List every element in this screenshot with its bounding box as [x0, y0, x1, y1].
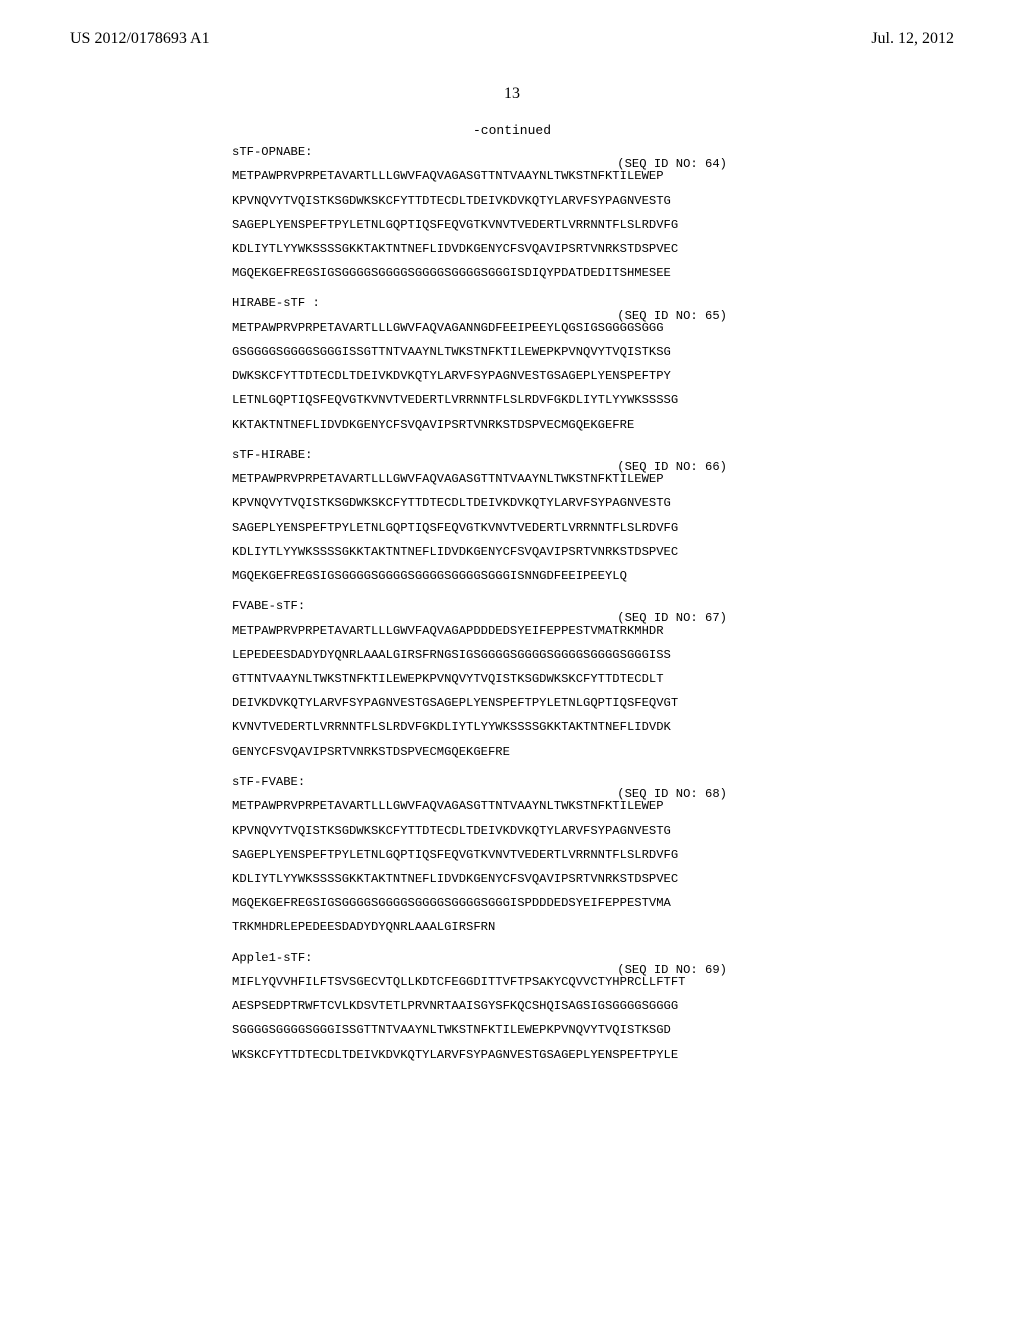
sequence-line: SAGEPLYENSPEFTPYLETNLGQPTIQSFEQVGTKVNVTV…: [232, 522, 792, 534]
gap: [232, 510, 792, 522]
sequence-line: DEIVKDVKQTYLARVFSYPAGNVESTGSAGEPLYENSPEF…: [232, 697, 792, 709]
gap: [232, 1061, 792, 1073]
sequence-line: METPAWPRVPRPETAVARTLLLGWVFAQVAGASGTTNTVA…: [232, 473, 792, 485]
sequence-line: METPAWPRVPRPETAVARTLLLGWVFAQVAGAPDDDEDSY…: [232, 625, 792, 637]
sequence-id: (SEQ ID NO: 65): [232, 310, 792, 322]
sequence-line: KPVNQVYTVQISTKSGDWKSKCFYTTDTECDLTDEIVKDV…: [232, 825, 792, 837]
sequence-line: KPVNQVYTVQISTKSGDWKSKCFYTTDTECDLTDEIVKDV…: [232, 497, 792, 509]
gap: [232, 407, 792, 419]
sequence-line: DWKSKCFYTTDTECDLTDEIVKDVKQTYLARVFSYPAGNV…: [232, 370, 792, 382]
sequence-line: GENYCFSVQAVIPSRTVNRKSTDSPVECMGQEKGEFRE: [232, 746, 792, 758]
sequence-line: KDLIYTLYYWKSSSSGKKTAKTNTNEFLIDVDKGENYCFS…: [232, 873, 792, 885]
sequence-line: SAGEPLYENSPEFTPYLETNLGQPTIQSFEQVGTKVNVTV…: [232, 219, 792, 231]
sequence-line: SGGGGSGGGGSGGGISSGTTNTVAAYNLTWKSTNFKTILE…: [232, 1024, 792, 1036]
sequence-line: MGQEKGEFREGSIGSGGGGSGGGGSGGGGSGGGGSGGGIS…: [232, 570, 792, 582]
sequence-line: KVNVTVEDERTLVRRNNTFLSLRDVFGKDLIYTLYYWKSS…: [232, 721, 792, 733]
sequence-line: SAGEPLYENSPEFTPYLETNLGQPTIQSFEQVGTKVNVTV…: [232, 849, 792, 861]
gap: [232, 813, 792, 825]
gap: [232, 734, 792, 746]
gap: [232, 279, 792, 291]
sequence-line: GTTNTVAAYNLTWKSTNFKTILEWEPKPVNQVYTVQISTK…: [232, 673, 792, 685]
gap: [232, 1037, 792, 1049]
gap: [232, 431, 792, 443]
sequence-container: sTF-OPNABE:(SEQ ID NO: 64)METPAWPRVPRPET…: [232, 146, 792, 1073]
sequence-label: Apple1-sTF:: [232, 952, 792, 964]
gap: [232, 207, 792, 219]
gap: [232, 837, 792, 849]
header-publication-number: US 2012/0178693 A1: [70, 30, 210, 48]
sequence-line: MIFLYQVVHFILFTSVSGECVTQLLKDTCFEGGDITTVFT…: [232, 976, 792, 988]
sequence-id: (SEQ ID NO: 67): [232, 612, 792, 624]
sequence-line: LETNLGQPTIQSFEQVGTKVNVTVEDERTLVRRNNTFLSL…: [232, 394, 792, 406]
sequence-line: KDLIYTLYYWKSSSSGKKTAKTNTNEFLIDVDKGENYCFS…: [232, 243, 792, 255]
page-number: 13: [70, 85, 954, 103]
continued-label: -continued: [70, 123, 954, 138]
gap: [232, 758, 792, 770]
gap: [232, 582, 792, 594]
gap: [232, 183, 792, 195]
sequence-line: LEPEDEESDADYDYQNRLAAALGIRSFRNGSIGSGGGGSG…: [232, 649, 792, 661]
sequence-line: KKTAKTNTNEFLIDVDKGENYCFSVQAVIPSRTVNRKSTD…: [232, 419, 792, 431]
sequence-line: KDLIYTLYYWKSSSSGKKTAKTNTNEFLIDVDKGENYCFS…: [232, 546, 792, 558]
sequence-line: KPVNQVYTVQISTKSGDWKSKCFYTTDTECDLTDEIVKDV…: [232, 195, 792, 207]
sequence-line: MGQEKGEFREGSIGSGGGGSGGGGSGGGGSGGGGSGGGIS…: [232, 897, 792, 909]
sequence-line: METPAWPRVPRPETAVARTLLLGWVFAQVAGASGTTNTVA…: [232, 800, 792, 812]
sequence-line: MGQEKGEFREGSIGSGGGGSGGGGSGGGGSGGGGSGGGIS…: [232, 267, 792, 279]
sequence-line: METPAWPRVPRPETAVARTLLLGWVFAQVAGANNGDFEEI…: [232, 322, 792, 334]
sequence-line: WKSKCFYTTDTECDLTDEIVKDVKQTYLARVFSYPAGNVE…: [232, 1049, 792, 1061]
header-date: Jul. 12, 2012: [871, 30, 954, 48]
sequence-line: METPAWPRVPRPETAVARTLLLGWVFAQVAGASGTTNTVA…: [232, 170, 792, 182]
page: US 2012/0178693 A1 Jul. 12, 2012 13 -con…: [0, 0, 1024, 1320]
sequence-line: TRKMHDRLEPEDEESDADYDYQNRLAAALGIRSFRN: [232, 921, 792, 933]
sequence-line: GSGGGGSGGGGSGGGISSGTTNTVAAYNLTWKSTNFKTIL…: [232, 346, 792, 358]
sequence-label: HIRABE-sTF :: [232, 297, 792, 309]
sequence-line: AESPSEDPTRWFTCVLKDSVTETLPRVNRTAAISGYSFKQ…: [232, 1000, 792, 1012]
gap: [232, 934, 792, 946]
